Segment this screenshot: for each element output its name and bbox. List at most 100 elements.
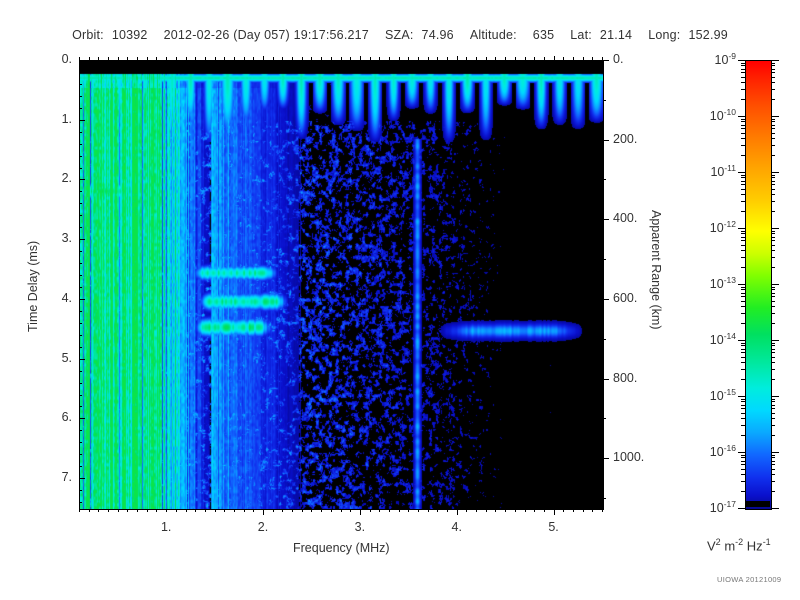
header-info: Orbit: 10392 2012-02-26 (Day 057) 19:17:56… — [0, 28, 800, 42]
sza-value: 74.96 — [421, 28, 454, 42]
y-right-tick — [603, 418, 606, 419]
y-right-tick-label: 600. — [613, 290, 638, 305]
x-tick — [437, 509, 438, 512]
colorbar-mantissa: 10 — [709, 445, 724, 460]
x-tick — [195, 509, 196, 512]
x-top-tick — [428, 57, 429, 60]
unit-v: V — [707, 538, 716, 554]
colorbar-minor-tick — [771, 250, 775, 251]
colorbar-minor-tick — [771, 155, 775, 156]
colorbar-minor-tick — [771, 362, 775, 363]
x-top-tick — [341, 57, 342, 60]
y-right-tick — [603, 259, 606, 260]
colorbar-minor-tick — [771, 418, 775, 419]
colorbar-minor-tick — [741, 145, 745, 146]
colorbar-minor-tick — [771, 69, 775, 70]
colorbar-minor-tick — [771, 405, 775, 406]
y-left-tick — [79, 120, 85, 121]
y-left-tick — [79, 490, 82, 491]
x-tick — [389, 509, 390, 512]
x-axis-title: Frequency (MHz) — [293, 541, 390, 555]
x-tick — [321, 509, 322, 512]
colorbar-minor-tick — [741, 287, 745, 288]
colorbar-minor-tick — [741, 257, 745, 258]
x-top-tick — [79, 57, 80, 60]
x-tick — [457, 509, 458, 515]
colorbar-minor-tick — [741, 237, 745, 238]
y-right-tick-label: 200. — [613, 131, 638, 146]
colorbar-unit-label: V2 m-2 Hz-1 — [707, 537, 771, 553]
colorbar-minor-tick — [741, 138, 745, 139]
colorbar-minor-tick — [741, 357, 745, 358]
x-top-tick — [447, 57, 448, 60]
x-tick — [98, 509, 99, 512]
x-tick — [360, 509, 361, 515]
colorbar-minor-tick — [741, 379, 745, 380]
x-tick — [350, 509, 351, 512]
colorbar-tick — [771, 60, 779, 61]
colorbar-minor-tick — [771, 138, 775, 139]
orbit-value: 10392 — [111, 28, 148, 42]
y-left-tick — [79, 335, 82, 336]
x-tick — [379, 509, 380, 512]
x-top-tick — [583, 57, 584, 60]
x-top-tick — [466, 57, 467, 60]
spectrogram-plot-area — [79, 60, 604, 510]
y-left-tick — [79, 323, 82, 324]
colorbar-minor-tick — [741, 250, 745, 251]
x-tick — [89, 509, 90, 512]
x-top-tick — [476, 57, 477, 60]
colorbar-mantissa: 10 — [714, 53, 729, 68]
y-left-tick — [79, 227, 82, 228]
x-tick — [495, 509, 496, 512]
y-left-tick-label: 0. — [61, 52, 72, 66]
colorbar-tick-label: 10-10 — [687, 107, 736, 123]
x-tick — [234, 509, 235, 512]
x-top-tick — [253, 57, 254, 60]
colorbar-minor-tick — [771, 65, 775, 66]
colorbar-tick-label: 10-9 — [687, 51, 736, 67]
x-top-tick — [370, 57, 371, 60]
colorbar-minor-tick — [741, 65, 745, 66]
x-tick-label: 3. — [354, 520, 366, 534]
colorbar-minor-tick — [741, 481, 745, 482]
y-right-tick-label: 400. — [613, 211, 638, 226]
colorbar-minor-tick — [741, 289, 745, 290]
x-top-tick — [379, 57, 380, 60]
x-top-tick — [350, 57, 351, 60]
x-top-tick — [360, 56, 361, 60]
y-left-tick — [79, 132, 82, 133]
y-left-tick — [79, 263, 82, 264]
lat-label: Lat: — [570, 28, 592, 42]
colorbar-minor-tick — [771, 133, 775, 134]
x-top-tick — [292, 57, 293, 60]
colorbar-minor-tick — [771, 323, 775, 324]
x-top-tick — [156, 57, 157, 60]
y-left-tick-label: 6. — [61, 410, 72, 425]
x-tick — [602, 509, 603, 512]
y-left-tick — [79, 72, 82, 73]
x-top-tick — [505, 57, 506, 60]
colorbar-tick — [738, 508, 745, 509]
x-tick-label: 5. — [548, 520, 559, 534]
colorbar-minor-tick — [771, 175, 775, 176]
y-left-tick — [79, 418, 85, 419]
colorbar-minor-tick — [771, 289, 775, 290]
x-top-tick — [215, 57, 216, 60]
colorbar-minor-tick — [771, 379, 775, 380]
colorbar-minor-tick — [741, 296, 745, 297]
colorbar-minor-tick — [741, 343, 745, 344]
y-left-tick — [79, 442, 82, 443]
colorbar-tick — [771, 396, 779, 397]
colorbar-minor-tick — [741, 189, 745, 190]
colorbar-minor-tick — [741, 313, 745, 314]
y-left-tick — [79, 347, 82, 348]
colorbar-mantissa: 10 — [709, 277, 724, 292]
colorbar-exponent: -11 — [724, 163, 736, 173]
x-tick — [118, 509, 119, 512]
x-tick — [176, 509, 177, 512]
colorbar-minor-tick — [741, 455, 745, 456]
colorbar-minor-tick — [741, 211, 745, 212]
x-tick — [466, 509, 467, 512]
x-tick — [331, 509, 332, 512]
